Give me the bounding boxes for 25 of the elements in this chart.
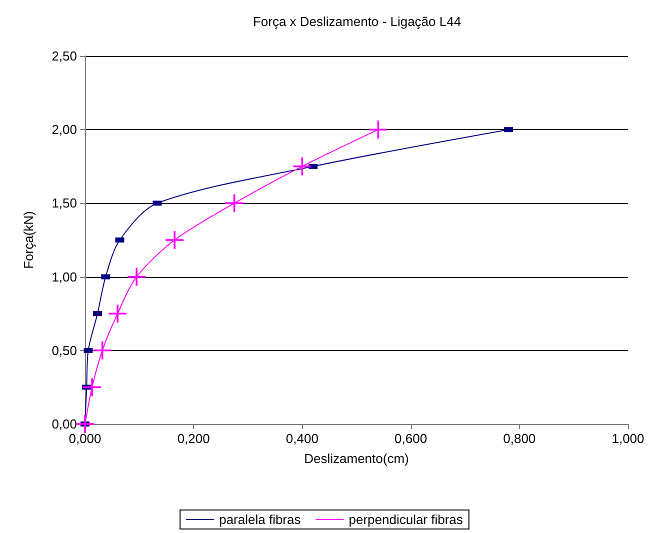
x-tick-label: 0,400 bbox=[286, 431, 318, 446]
x-tick-label: 0,600 bbox=[394, 431, 428, 446]
x-tick-label: 0,000 bbox=[68, 431, 102, 446]
point bbox=[108, 304, 127, 323]
chart-title: Força x Deslizamento - Ligação L44 bbox=[252, 14, 462, 29]
x-tick-label: 1,000 bbox=[612, 431, 644, 446]
y-tick-label: 0,50 bbox=[52, 342, 77, 358]
y-tick-label: 2,50 bbox=[52, 48, 77, 64]
point bbox=[369, 120, 388, 139]
y-axis-title: Força(kN) bbox=[21, 211, 36, 269]
y-tick-label: 0,00 bbox=[52, 416, 77, 432]
point bbox=[76, 415, 94, 433]
legend-label: perpendicular fibras bbox=[348, 512, 464, 527]
x-tick-label: 0,800 bbox=[503, 431, 536, 446]
x-axis-title: Deslizamento(cm) bbox=[304, 451, 409, 466]
legend-label: paralela fibras bbox=[219, 512, 302, 527]
point bbox=[128, 268, 146, 286]
point bbox=[293, 157, 312, 176]
y-tick-label: 1,00 bbox=[52, 269, 77, 284]
point bbox=[83, 378, 102, 396]
y-tick-label: 1,50 bbox=[52, 196, 77, 211]
point bbox=[93, 341, 112, 360]
y-tick-label: 2,00 bbox=[52, 122, 77, 138]
x-tick-label: 0,200 bbox=[177, 431, 210, 446]
point bbox=[166, 231, 184, 249]
